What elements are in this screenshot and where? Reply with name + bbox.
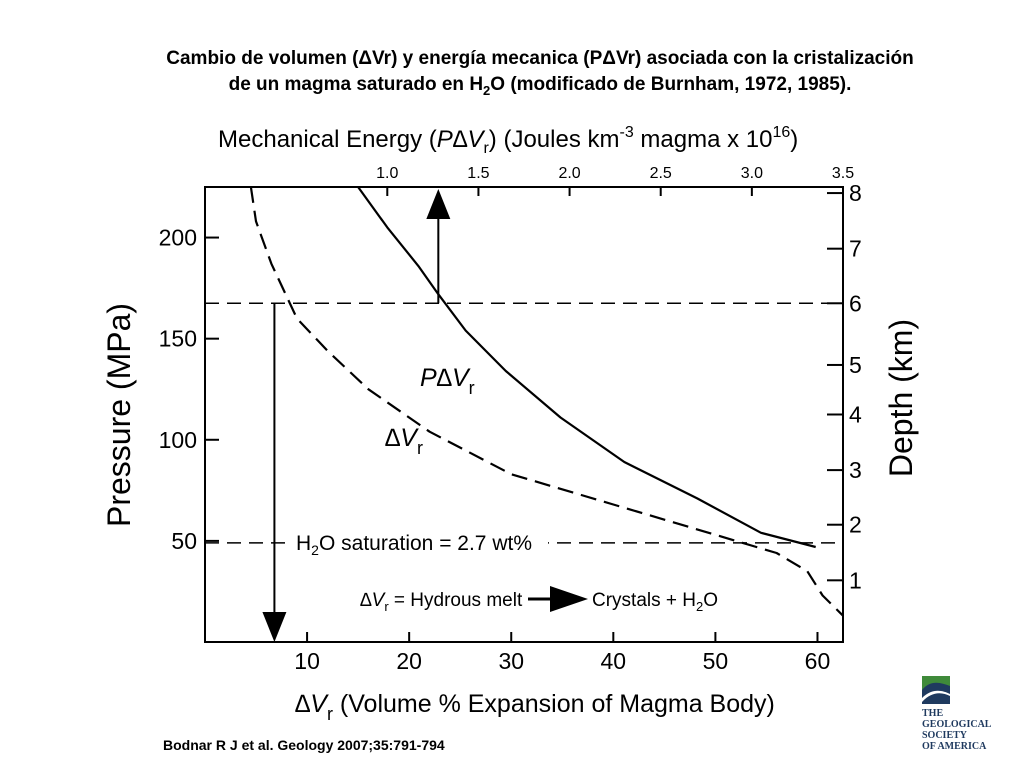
gsa-logo-line: THE: [922, 708, 944, 719]
top-tick-label: 2.5: [650, 165, 672, 182]
series-label-volume-sub: r: [417, 438, 423, 458]
right-axis-label: Depth (km): [883, 319, 919, 477]
arrow-head-up: [426, 189, 451, 220]
title-line-2-sub: 2: [483, 82, 491, 98]
saturation-label: H2O saturation = 2.7 wt%: [296, 532, 532, 558]
title-line-1: Cambio de volumen (ΔVr) y energía mecani…: [166, 48, 914, 69]
series-label-energy-var: P∆V: [420, 364, 471, 392]
title-line-2-post: O (modificado de Burnham, 1972, 1985).: [490, 74, 852, 95]
process-label-left: ∆Vr = Hydrous melt: [360, 590, 523, 614]
bottom-tick-label: 60: [805, 648, 831, 674]
top-axis-ticks: 1.0 1.5 2.0 2.5 3.0 3.5: [376, 165, 854, 196]
bottom-tick-label: 10: [294, 648, 320, 674]
right-axis-ticks: 1 2 3 4 5 6 7 8: [827, 180, 862, 593]
bottom-tick-label: 40: [601, 648, 627, 674]
bottom-tick-label: 30: [498, 648, 524, 674]
plot-frame: [204, 186, 844, 643]
reference-lines: [205, 302, 843, 544]
series-line-energy: [357, 186, 816, 549]
top-tick-label: 3.5: [832, 165, 854, 182]
citation: Bodnar R J et al. Geology 2007;35:791-79…: [163, 737, 445, 753]
saturation-label-sub: 2: [311, 542, 319, 558]
arrow-head-down: [262, 612, 287, 642]
top-axis-label-var-sub: r: [483, 140, 489, 157]
top-tick-label: 1.5: [467, 165, 489, 182]
bottom-tick-label: 50: [703, 648, 729, 674]
right-tick-label: 2: [849, 512, 862, 538]
left-axis-label: Pressure (MPa): [101, 303, 137, 527]
gsa-logo-line: SOCIETY: [922, 730, 968, 741]
gsa-logo-text: THE GEOLOGICAL SOCIETY OF AMERICA: [922, 708, 991, 752]
bottom-axis-label-rest: (Volume % Expansion of Magma Body): [333, 690, 775, 718]
process-label-sym: ∆V: [360, 590, 387, 611]
right-tick-label: 1: [849, 567, 862, 593]
series-line-volume: [249, 186, 844, 617]
title-line-2-pre: de un magma saturado en H: [228, 74, 484, 95]
right-tick-label: 5: [849, 352, 862, 378]
gsa-logo-line: GEOLOGICAL: [922, 719, 992, 730]
left-tick-label: 100: [159, 427, 197, 453]
left-tick-label: 50: [171, 528, 197, 554]
top-axis-label-sup1: -3: [619, 124, 633, 141]
process-arrow-head: [550, 586, 588, 612]
top-axis-label-mid: ) (Joules km: [489, 126, 620, 153]
gsa-logo-line: OF AMERICA: [922, 741, 987, 752]
saturation-label-bg: [290, 528, 548, 554]
top-axis-label-sup2: 16: [772, 124, 790, 141]
gsa-logo: THE GEOLOGICAL SOCIETY OF AMERICA: [922, 676, 1002, 756]
arrows: [262, 189, 451, 642]
bottom-axis-label: ∆Vr (Volume % Expansion of Magma Body): [295, 690, 775, 724]
left-tick-label: 200: [159, 225, 197, 251]
series-label-volume-var: ∆V: [385, 424, 419, 452]
bottom-axis-label-sub: r: [327, 704, 333, 724]
top-axis-label-post: magma x 10: [634, 126, 773, 153]
series-label-energy: P∆Vr: [420, 364, 475, 398]
right-tick-label: 6: [849, 290, 862, 316]
series-label-volume: ∆Vr: [385, 424, 423, 458]
right-tick-label: 8: [849, 180, 862, 206]
process-label-left-text: = Hydrous melt: [389, 590, 523, 611]
right-tick-label: 4: [849, 402, 862, 428]
top-tick-label: 2.0: [558, 165, 580, 182]
series-label-energy-sub: r: [469, 378, 475, 398]
right-tick-label: 7: [849, 236, 862, 262]
top-axis-label: Mechanical Energy (P∆Vr) (Joules km-3 ma…: [218, 124, 798, 157]
slide-title: Cambio de volumen (ΔVr) y energía mecani…: [60, 46, 1020, 104]
saturation-label-post: O saturation = 2.7 wt%: [319, 532, 532, 555]
top-tick-label: 1.0: [376, 165, 398, 182]
series-lines: [249, 186, 844, 617]
title-line-2: de un magma saturado en H2O (modificado …: [60, 72, 1020, 104]
left-axis-ticks: 50 100 150 200: [159, 225, 219, 554]
process-label-right-pre: Crystals + H: [592, 590, 696, 611]
top-tick-label: 3.0: [741, 165, 763, 182]
process-label-right-post: O: [703, 590, 718, 611]
bottom-axis-ticks: 10 20 30 40 50 60: [294, 632, 830, 674]
top-axis-label-pre: Mechanical Energy (: [218, 126, 437, 153]
top-axis-label-end: ): [790, 126, 798, 153]
top-axis-label-var: P∆V: [437, 126, 486, 153]
bottom-axis-label-sym: ∆V: [295, 690, 329, 718]
process-label-right-sub: 2: [696, 599, 703, 614]
bottom-tick-label: 20: [396, 648, 422, 674]
process-label-right: Crystals + H2O: [592, 590, 718, 614]
saturation-label-pre: H: [296, 532, 311, 555]
right-tick-label: 3: [849, 457, 862, 483]
gsa-logo-icon: [922, 676, 950, 704]
process-label-sub: r: [384, 599, 389, 614]
left-tick-label: 150: [159, 326, 197, 352]
